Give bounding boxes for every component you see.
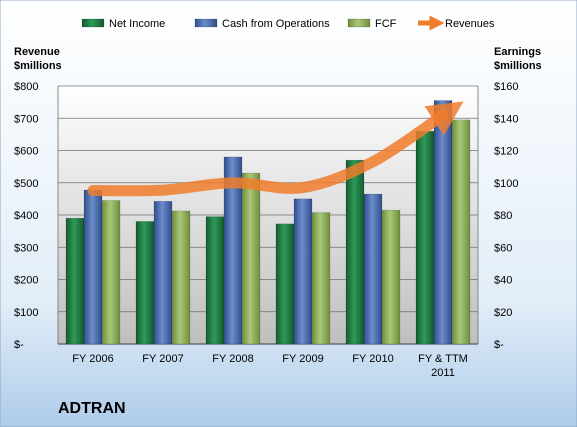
bar-fcf-2 — [241, 172, 261, 345]
point-revenues-4 — [372, 161, 374, 163]
left-axis-title: $millions — [14, 60, 62, 72]
bar-cash-from-operations-4 — [363, 193, 383, 345]
x-tick-label: FY 2010 — [352, 353, 393, 365]
left-axis-title: Revenue — [14, 46, 60, 58]
legend: Net Income Cash from Operations FCF Revenue… — [81, 15, 495, 31]
legend-swatch-net-income — [81, 18, 105, 28]
left-tick-label: $800 — [14, 81, 38, 93]
bar-fcf-1 — [171, 210, 191, 345]
right-tick-label: $60 — [494, 242, 512, 254]
point-revenues-1 — [162, 189, 164, 191]
right-axis-title: Earnings — [494, 46, 541, 58]
bar-fcf-3 — [311, 212, 331, 345]
axis-titles: Revenue $millions Earnings $millions — [14, 46, 542, 72]
bar-net-income-2 — [205, 216, 225, 345]
bar-net-income-1 — [135, 221, 155, 345]
right-tick-label: $40 — [494, 275, 512, 287]
gridlines — [57, 85, 479, 345]
legend-label-revenues: Revenues — [445, 18, 495, 30]
revenue-line — [87, 101, 464, 197]
bar-net-income-4 — [345, 159, 365, 345]
legend-label-net-income: Net Income — [109, 18, 165, 30]
legend-swatch-cash-from-operations — [194, 18, 218, 28]
point-revenues-2 — [232, 182, 234, 184]
point-revenues-5 — [442, 114, 444, 116]
left-tick-label: $600 — [14, 146, 38, 158]
bar-cash-from-operations-1 — [153, 201, 173, 345]
right-axis-title: $millions — [494, 60, 542, 72]
x-tick-label: FY 2007 — [142, 353, 183, 365]
axis-ticks: $- $100 $200 $300 $400 $500 $600 $700 $800 $- $20 $… — [14, 81, 518, 379]
legend-swatch-fcf — [347, 18, 371, 28]
right-tick-label: $160 — [494, 81, 518, 93]
bar-net-income-3 — [275, 223, 295, 345]
point-revenues-0 — [92, 189, 94, 191]
x-tick-label: FY & TTM — [418, 353, 468, 365]
x-tick-label: FY 2009 — [282, 353, 323, 365]
left-tick-label: $500 — [14, 178, 38, 190]
x-tick-label: FY 2008 — [212, 353, 253, 365]
left-tick-label: $- — [14, 339, 24, 351]
left-tick-label: $300 — [14, 242, 38, 254]
bar-fcf-4 — [381, 209, 401, 345]
bar-fcf-0 — [101, 200, 121, 345]
bar-net-income-5 — [415, 130, 435, 345]
x-tick-label: FY 2006 — [72, 353, 113, 365]
bar-cash-from-operations-0 — [83, 189, 103, 345]
chart-title: ADTRAN — [58, 400, 126, 417]
left-tick-label: $100 — [14, 307, 38, 319]
bar-net-income-0 — [65, 217, 85, 345]
bar-cash-from-operations-3 — [293, 198, 313, 345]
right-tick-label: $100 — [494, 178, 518, 190]
left-tick-label: $400 — [14, 210, 38, 222]
right-tick-label: $80 — [494, 210, 512, 222]
legend-label-fcf: FCF — [375, 18, 397, 30]
bars — [65, 100, 471, 345]
legend-label-cash-from-operations: Cash from Operations — [222, 18, 330, 30]
right-tick-label: $- — [494, 339, 504, 351]
bar-cash-from-operations-5 — [433, 100, 453, 345]
left-tick-label: $200 — [14, 275, 38, 287]
left-tick-label: $700 — [14, 113, 38, 125]
right-tick-label: $120 — [494, 146, 518, 158]
right-tick-label: $20 — [494, 307, 512, 319]
right-tick-label: $140 — [494, 113, 518, 125]
point-revenues-3 — [302, 187, 304, 189]
bar-fcf-5 — [451, 119, 471, 345]
series-line-revenues — [87, 101, 464, 197]
x-tick-label: 2011 — [431, 367, 455, 379]
